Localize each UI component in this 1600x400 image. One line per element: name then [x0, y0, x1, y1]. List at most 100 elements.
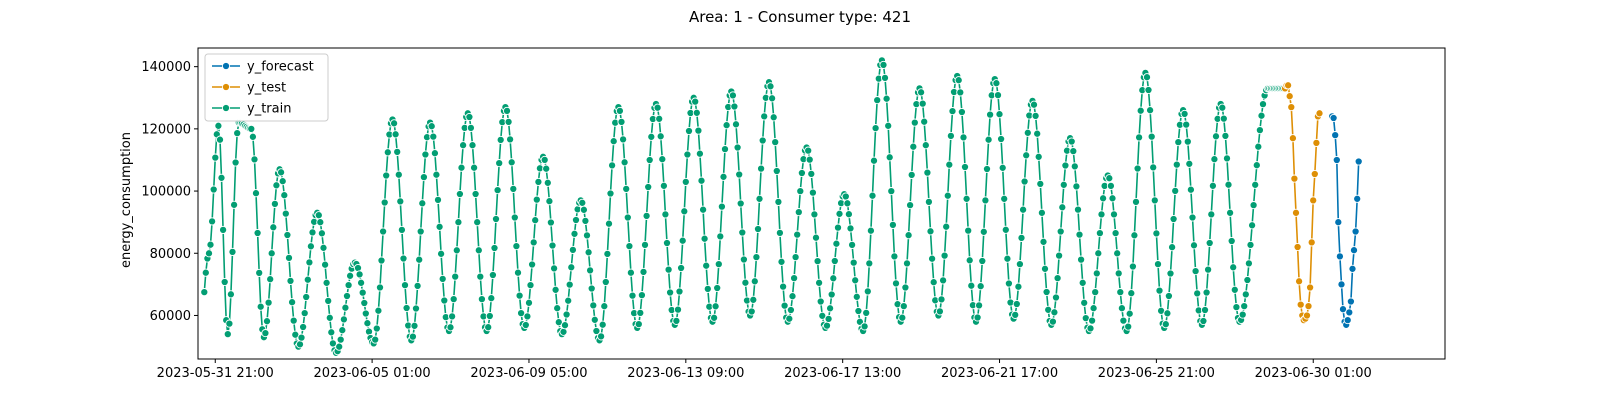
data-point-y_train: [1058, 203, 1067, 212]
data-point-y_train: [642, 211, 651, 220]
data-point-y_train: [1067, 137, 1076, 146]
data-point-y_train: [634, 320, 643, 329]
data-point-y_train: [1172, 160, 1181, 169]
data-point-y_train: [720, 145, 730, 154]
data-point-y_train: [1070, 162, 1079, 171]
data-point-y_train: [606, 189, 615, 198]
y-tick-label: 100000: [141, 185, 191, 200]
data-point-y_train: [658, 155, 667, 164]
data-point-y_train: [1119, 316, 1128, 325]
data-point-y_train: [628, 291, 637, 300]
data-point-y_train: [327, 328, 336, 337]
data-point-y_train: [559, 327, 568, 336]
data-point-y_train: [673, 305, 683, 314]
data-point-y_train: [1155, 286, 1164, 295]
data-point-y_train: [863, 287, 872, 296]
data-point-y_train: [890, 252, 899, 261]
data-point-y_train: [948, 107, 957, 116]
data-point-y_train: [973, 313, 982, 322]
data-point-y_train: [888, 220, 897, 229]
data-point-y_train: [454, 218, 463, 227]
data-point-y_train: [818, 311, 827, 320]
data-point-y_train: [1051, 293, 1061, 302]
data-point-y_train: [755, 194, 764, 203]
data-point-y_train: [1171, 186, 1180, 195]
data-point-y_train: [1188, 213, 1197, 222]
data-point-y_train: [1130, 231, 1139, 240]
data-point-y_train: [1146, 106, 1155, 115]
data-point-y_train: [860, 322, 869, 331]
data-point-y_train: [383, 148, 392, 157]
data-point-y_train: [1055, 251, 1064, 260]
data-point-y_test: [1307, 238, 1316, 247]
data-point-y_train: [1227, 236, 1236, 246]
data-point-y_test: [1296, 300, 1305, 309]
data-point-y_train: [1257, 111, 1266, 120]
data-point-y_train: [215, 135, 225, 144]
data-point-y_train: [899, 302, 908, 311]
data-point-y_train: [910, 118, 919, 127]
data-point-y_test: [1309, 196, 1318, 205]
data-point-y_train: [545, 197, 554, 206]
data-point-y_train: [473, 218, 482, 227]
data-point-y_train: [510, 213, 519, 222]
data-point-y_train: [435, 222, 444, 231]
data-point-y_train: [880, 73, 890, 82]
data-point-y_train: [984, 135, 993, 144]
data-point-y_train: [681, 177, 690, 186]
data-point-y_train: [623, 213, 632, 222]
data-point-y_train: [813, 257, 822, 266]
data-point-y_train: [206, 240, 215, 249]
data-point-y_train: [267, 249, 276, 258]
data-point-y_train: [305, 258, 314, 267]
data-point-y_train: [882, 94, 891, 103]
data-point-y_forecast: [1353, 194, 1362, 203]
data-point-y_train: [396, 197, 405, 206]
data-point-y_train: [810, 210, 819, 219]
legend-marker: [221, 61, 231, 71]
data-point-y_train: [302, 292, 311, 302]
data-point-y_forecast: [1354, 157, 1363, 166]
data-point-y_train: [829, 274, 838, 283]
data-point-y_train: [284, 253, 294, 262]
y-tick-label: 120000: [141, 122, 191, 137]
data-point-y_train: [361, 309, 370, 318]
data-point-y_train: [440, 296, 449, 305]
data-point-y_train: [1048, 317, 1057, 326]
data-point-y_test: [1290, 174, 1299, 183]
data-point-y_train: [339, 315, 348, 324]
data-point-y_train: [225, 319, 234, 328]
data-point-y_train: [626, 268, 635, 277]
data-point-y_train: [1014, 282, 1023, 291]
data-point-y_train: [551, 285, 560, 294]
data-point-y_train: [788, 292, 797, 301]
legend-frame: [204, 53, 329, 122]
data-point-y_train: [233, 129, 242, 138]
data-point-y_train: [879, 60, 888, 69]
data-point-y_forecast: [1334, 218, 1343, 227]
data-point-y_train: [393, 147, 402, 156]
data-point-y_train: [833, 223, 843, 232]
data-point-y_train: [217, 173, 226, 182]
data-point-y_forecast: [1331, 131, 1340, 140]
data-point-y_train: [943, 191, 952, 200]
data-point-y_train: [256, 302, 265, 311]
data-point-y_train: [1089, 304, 1098, 313]
data-point-y_train: [1128, 262, 1137, 271]
data-point-y_train: [266, 275, 275, 284]
data-point-y_train: [636, 308, 645, 317]
data-point-y_train: [578, 198, 587, 207]
data-point-y_train: [1056, 227, 1065, 236]
data-point-y_train: [619, 135, 628, 144]
data-point-y_train: [1255, 126, 1264, 135]
data-point-y_train: [1243, 275, 1252, 285]
data-point-y_train: [562, 310, 571, 319]
data-point-y_train: [430, 149, 439, 158]
data-point-y_train: [680, 207, 689, 216]
data-point-y_train: [542, 164, 551, 173]
series-layer: [200, 56, 1363, 357]
data-point-y_train: [617, 117, 626, 126]
data-point-y_train: [571, 215, 581, 225]
data-point-y_train: [338, 326, 347, 335]
data-point-y_train: [377, 256, 386, 265]
